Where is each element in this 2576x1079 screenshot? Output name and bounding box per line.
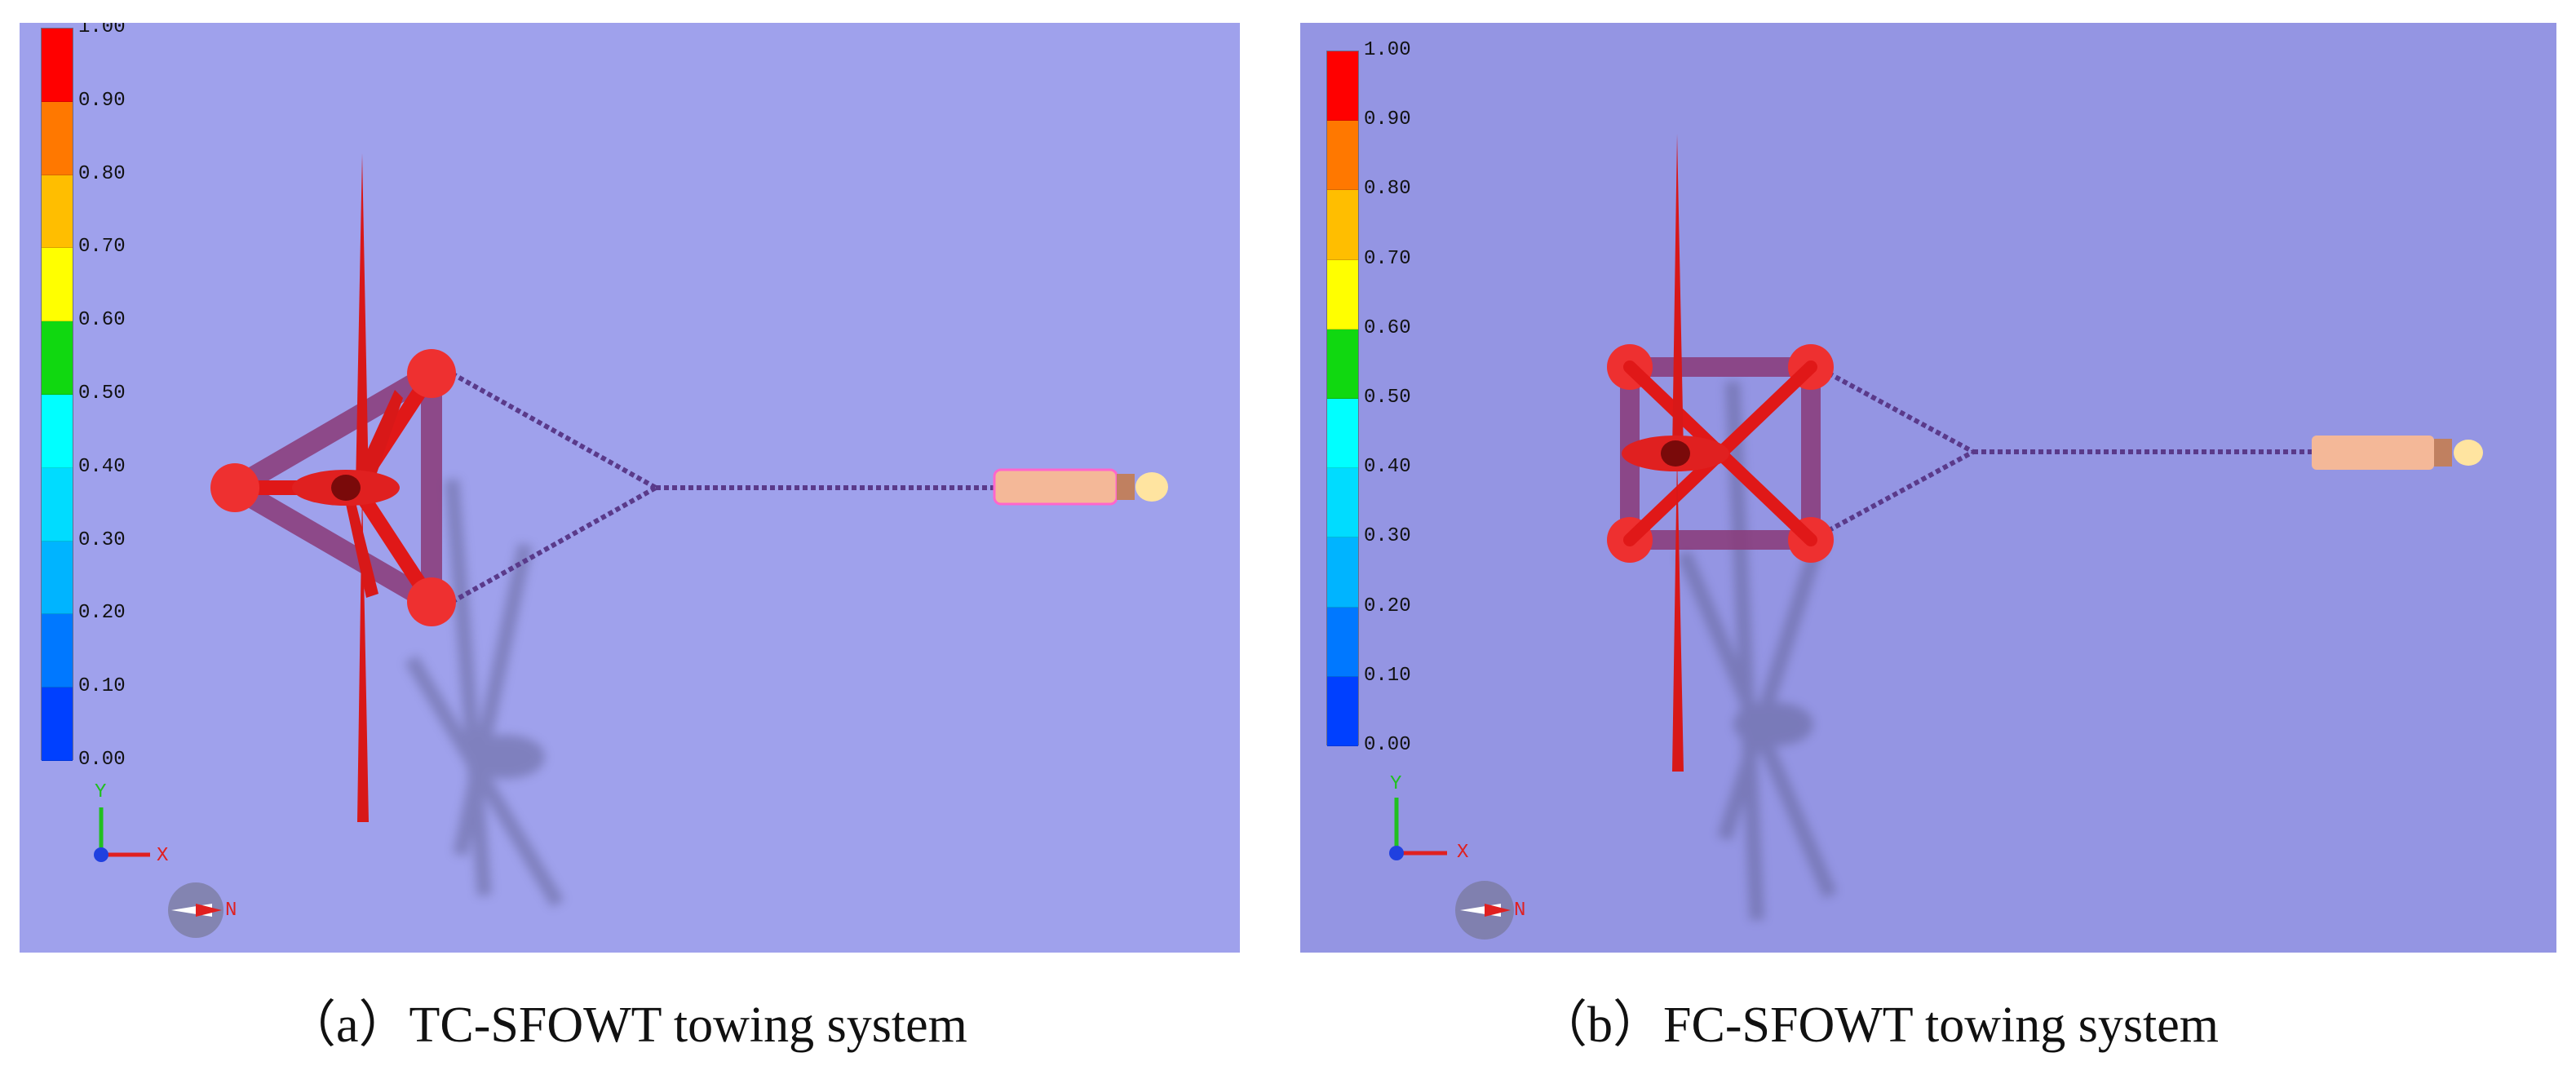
- colorbar-band: [42, 541, 73, 615]
- colorbar-band: [1327, 468, 1358, 538]
- colorbar-tick-label: 0.40: [78, 455, 126, 478]
- axis-y-label: Y: [95, 781, 107, 803]
- colorbar-band: [1327, 398, 1358, 469]
- colorbar-tick-label: 0.90: [1364, 108, 1411, 131]
- compass-icon-b: [1455, 881, 1514, 940]
- platform-columns-a: [210, 349, 456, 626]
- turbine-b: [1622, 134, 1729, 772]
- colorbar-band: [1327, 676, 1358, 746]
- axis-x-label: X: [157, 845, 169, 867]
- scene-a: [94, 153, 1168, 938]
- colorbar-tick-label: 1.00: [78, 23, 126, 38]
- colorbar-tick-label: 0.20: [78, 602, 126, 625]
- colorbar-band: [42, 29, 73, 102]
- compass-label: N: [225, 900, 237, 922]
- colorbar-band: [42, 175, 73, 249]
- caption-b: （b）FC-SFOWT towing system: [1537, 997, 2219, 1053]
- colorbar-band: [1327, 259, 1358, 329]
- tug-boat-b: [2312, 436, 2483, 470]
- colorbar-tick-label: 0.50: [78, 383, 126, 405]
- colorbar-tick-label: 0.80: [1364, 178, 1411, 201]
- colorbar-tick-label: 0.10: [78, 675, 126, 698]
- colorbar-tick-label: 0.20: [1364, 595, 1411, 617]
- axis-x-label: X: [1457, 842, 1469, 864]
- colorbar-band: [1327, 51, 1358, 122]
- axis-y-label: Y: [1390, 773, 1402, 795]
- compass-icon-a: [168, 882, 224, 938]
- colorbar-band: [42, 688, 73, 761]
- colorbar-tick-label: 0.50: [1364, 387, 1411, 409]
- axis-triad-b: [1389, 798, 1447, 860]
- colorbar-tick-label: 0.30: [1364, 525, 1411, 548]
- colorbar-band: [42, 101, 73, 175]
- tow-cables-a: [450, 371, 994, 604]
- tug-boat-a: [993, 468, 1168, 506]
- colorbar-tick-label: 0.00: [1364, 734, 1411, 756]
- turbine-a: [292, 153, 403, 822]
- colorbar-tick-label: 0.40: [1364, 456, 1411, 479]
- colorbar-band: [1327, 121, 1358, 191]
- colorbar-band: [1327, 607, 1358, 677]
- tow-cables-b: [1812, 363, 2312, 541]
- colorbar-band: [42, 467, 73, 542]
- platform-tc-a: [214, 355, 442, 621]
- colorbar-band: [1327, 537, 1358, 608]
- colorbar-band: [42, 394, 73, 468]
- colorbar-tick-label: 1.00: [1364, 39, 1411, 61]
- colorbar-tick-label: 0.70: [1364, 247, 1411, 270]
- colorbar-tick-label: 0.10: [1364, 664, 1411, 687]
- colorbar-band: [1327, 190, 1358, 260]
- viewport-panel-b[interactable]: 1.00 0.90 0.80 0.70 0.60 0.50 0.40 0.30 0.20 0.10…: [1300, 23, 2556, 953]
- colorbar-tick-label: 0.80: [78, 162, 126, 185]
- colorbar-band: [42, 248, 73, 322]
- caption-a: （a）TC-SFOWT towing system: [285, 997, 967, 1053]
- colorbar-tick-label: 0.60: [78, 309, 126, 332]
- colorbar-tick-label: 0.90: [78, 89, 126, 112]
- colorbar-band: [1327, 329, 1358, 399]
- colorbar-tick-label: 0.00: [78, 749, 126, 771]
- turbine-shadow-a: [405, 479, 564, 908]
- colorbar-band: [42, 321, 73, 395]
- colorbar-tick-label: 0.60: [1364, 316, 1411, 339]
- scene-b: [1389, 134, 2483, 940]
- axis-triad-a: [94, 807, 150, 862]
- colorbar-tick-label: 0.30: [78, 528, 126, 551]
- viewport-panel-a[interactable]: 1.00 0.90 0.80 0.70 0.60 0.50 0.40 0.30 0.20 0.10…: [20, 23, 1240, 953]
- colorbar-tick-label: 0.70: [78, 236, 126, 259]
- compass-label: N: [1514, 900, 1526, 922]
- colorbar-band: [42, 614, 73, 688]
